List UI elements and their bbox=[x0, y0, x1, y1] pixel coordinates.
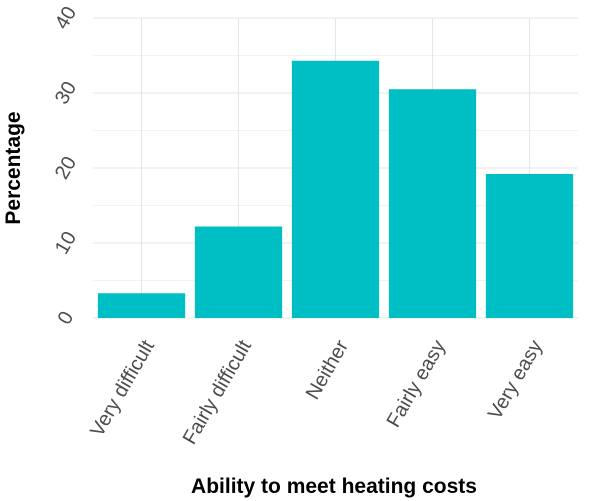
x-tick-label: Very easy bbox=[484, 337, 547, 424]
y-axis-ticks: 0 10 20 30 40 bbox=[51, 3, 81, 328]
bar bbox=[388, 89, 477, 318]
x-axis-title: Ability to meet heating costs bbox=[191, 475, 477, 498]
x-tick-label: Very difficult bbox=[86, 336, 159, 440]
bar bbox=[97, 293, 186, 318]
y-axis-title: Percentage bbox=[2, 111, 25, 224]
y-tick-label: 10 bbox=[51, 228, 81, 258]
bar bbox=[194, 226, 283, 318]
x-tick-label: Neither bbox=[302, 336, 353, 403]
bar bbox=[291, 60, 380, 318]
y-tick-label: 0 bbox=[54, 308, 79, 329]
x-tick-label: Fairly easy bbox=[383, 337, 450, 432]
x-tick-label: Fairly difficult bbox=[179, 336, 256, 448]
y-tick-label: 30 bbox=[51, 78, 81, 108]
y-tick-label: 40 bbox=[51, 3, 81, 33]
x-axis-ticks: Very difficult Fairly difficult Neither Fai… bbox=[86, 336, 547, 448]
bars bbox=[97, 60, 574, 318]
bar bbox=[485, 174, 574, 318]
y-tick-label: 20 bbox=[51, 153, 81, 183]
